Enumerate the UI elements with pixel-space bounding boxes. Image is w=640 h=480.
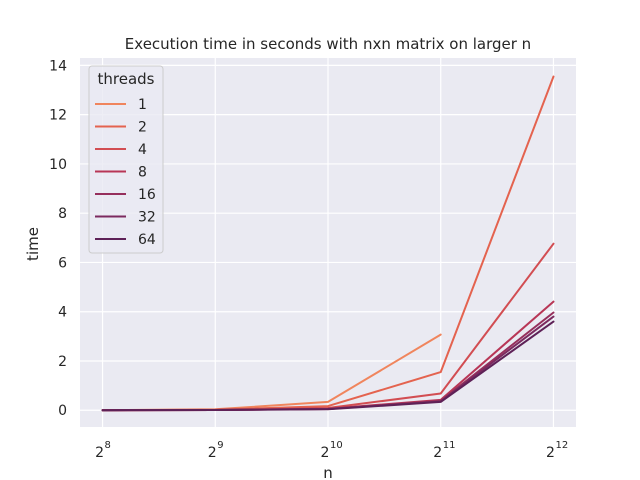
legend-label: 8: [138, 165, 147, 181]
x-tick-exponent: 10: [330, 440, 343, 451]
x-tick-label: 2: [321, 445, 330, 461]
legend-label: 64: [138, 232, 156, 248]
legend-label: 4: [138, 142, 147, 158]
y-tick-label: 12: [49, 108, 67, 124]
x-tick-label: 2: [433, 445, 442, 461]
y-tick-label: 10: [49, 157, 67, 173]
y-tick-label: 4: [58, 305, 67, 321]
legend-label: 2: [138, 120, 147, 136]
series-line-64: [101, 320, 555, 412]
legend-title: threads: [98, 70, 155, 88]
x-tick-label: 2: [546, 445, 555, 461]
legend-label: 16: [138, 187, 156, 203]
chart-title: Execution time in seconds with nxn matri…: [125, 35, 531, 53]
y-tick-labels: 0 2 4 6 8 10 12 14: [49, 58, 67, 419]
y-tick-label: 14: [49, 58, 67, 74]
x-tick-exponent: 11: [443, 440, 456, 451]
grid-lines: [80, 58, 576, 427]
series-lines: [101, 75, 555, 412]
x-tick-label: 2: [95, 445, 104, 461]
y-tick-label: 6: [58, 255, 67, 271]
y-axis-label: time: [24, 227, 42, 261]
y-tick-label: 2: [58, 354, 67, 370]
x-tick-exponent: 9: [217, 440, 223, 451]
x-tick-exponent: 8: [105, 440, 111, 451]
legend-items: 1 2 4 8 16 32 64: [95, 97, 156, 248]
legend: threads 1 2 4 8 16 32 64: [88, 65, 164, 254]
x-tick-labels: 2 8 2 9 2 10 2 11 2 12: [95, 440, 568, 461]
x-tick-label: 2: [208, 445, 217, 461]
legend-box: [88, 65, 164, 254]
x-tick-exponent: 12: [555, 440, 568, 451]
x-axis-label: n: [323, 464, 333, 480]
y-tick-label: 8: [58, 206, 67, 222]
legend-label: 1: [138, 97, 147, 113]
y-tick-label: 0: [58, 403, 67, 419]
legend-label: 32: [138, 210, 156, 226]
